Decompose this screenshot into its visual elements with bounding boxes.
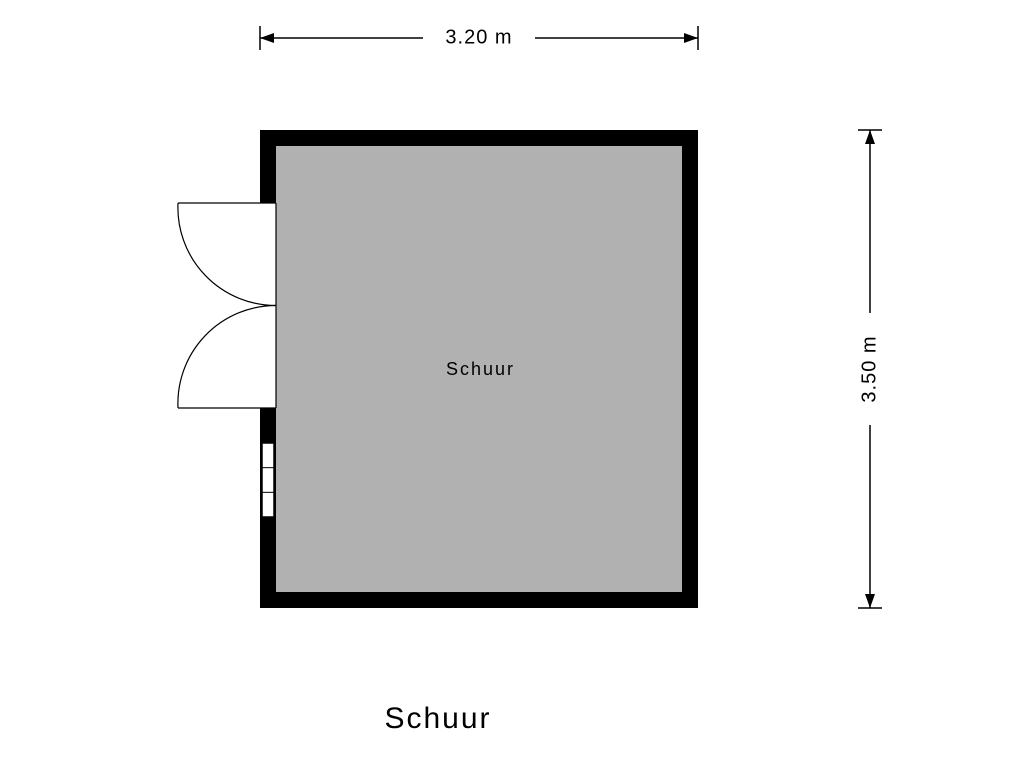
window bbox=[262, 443, 274, 517]
room-label: Schuur bbox=[446, 359, 515, 379]
plan-title: Schuur bbox=[384, 702, 491, 735]
dimension-width-label: 3.20 m bbox=[445, 26, 512, 48]
floor-plan: Schuur 3.20 m 3.50 m Schuur bbox=[0, 0, 1024, 768]
dimension-height-label: 3.50 m bbox=[858, 335, 880, 402]
